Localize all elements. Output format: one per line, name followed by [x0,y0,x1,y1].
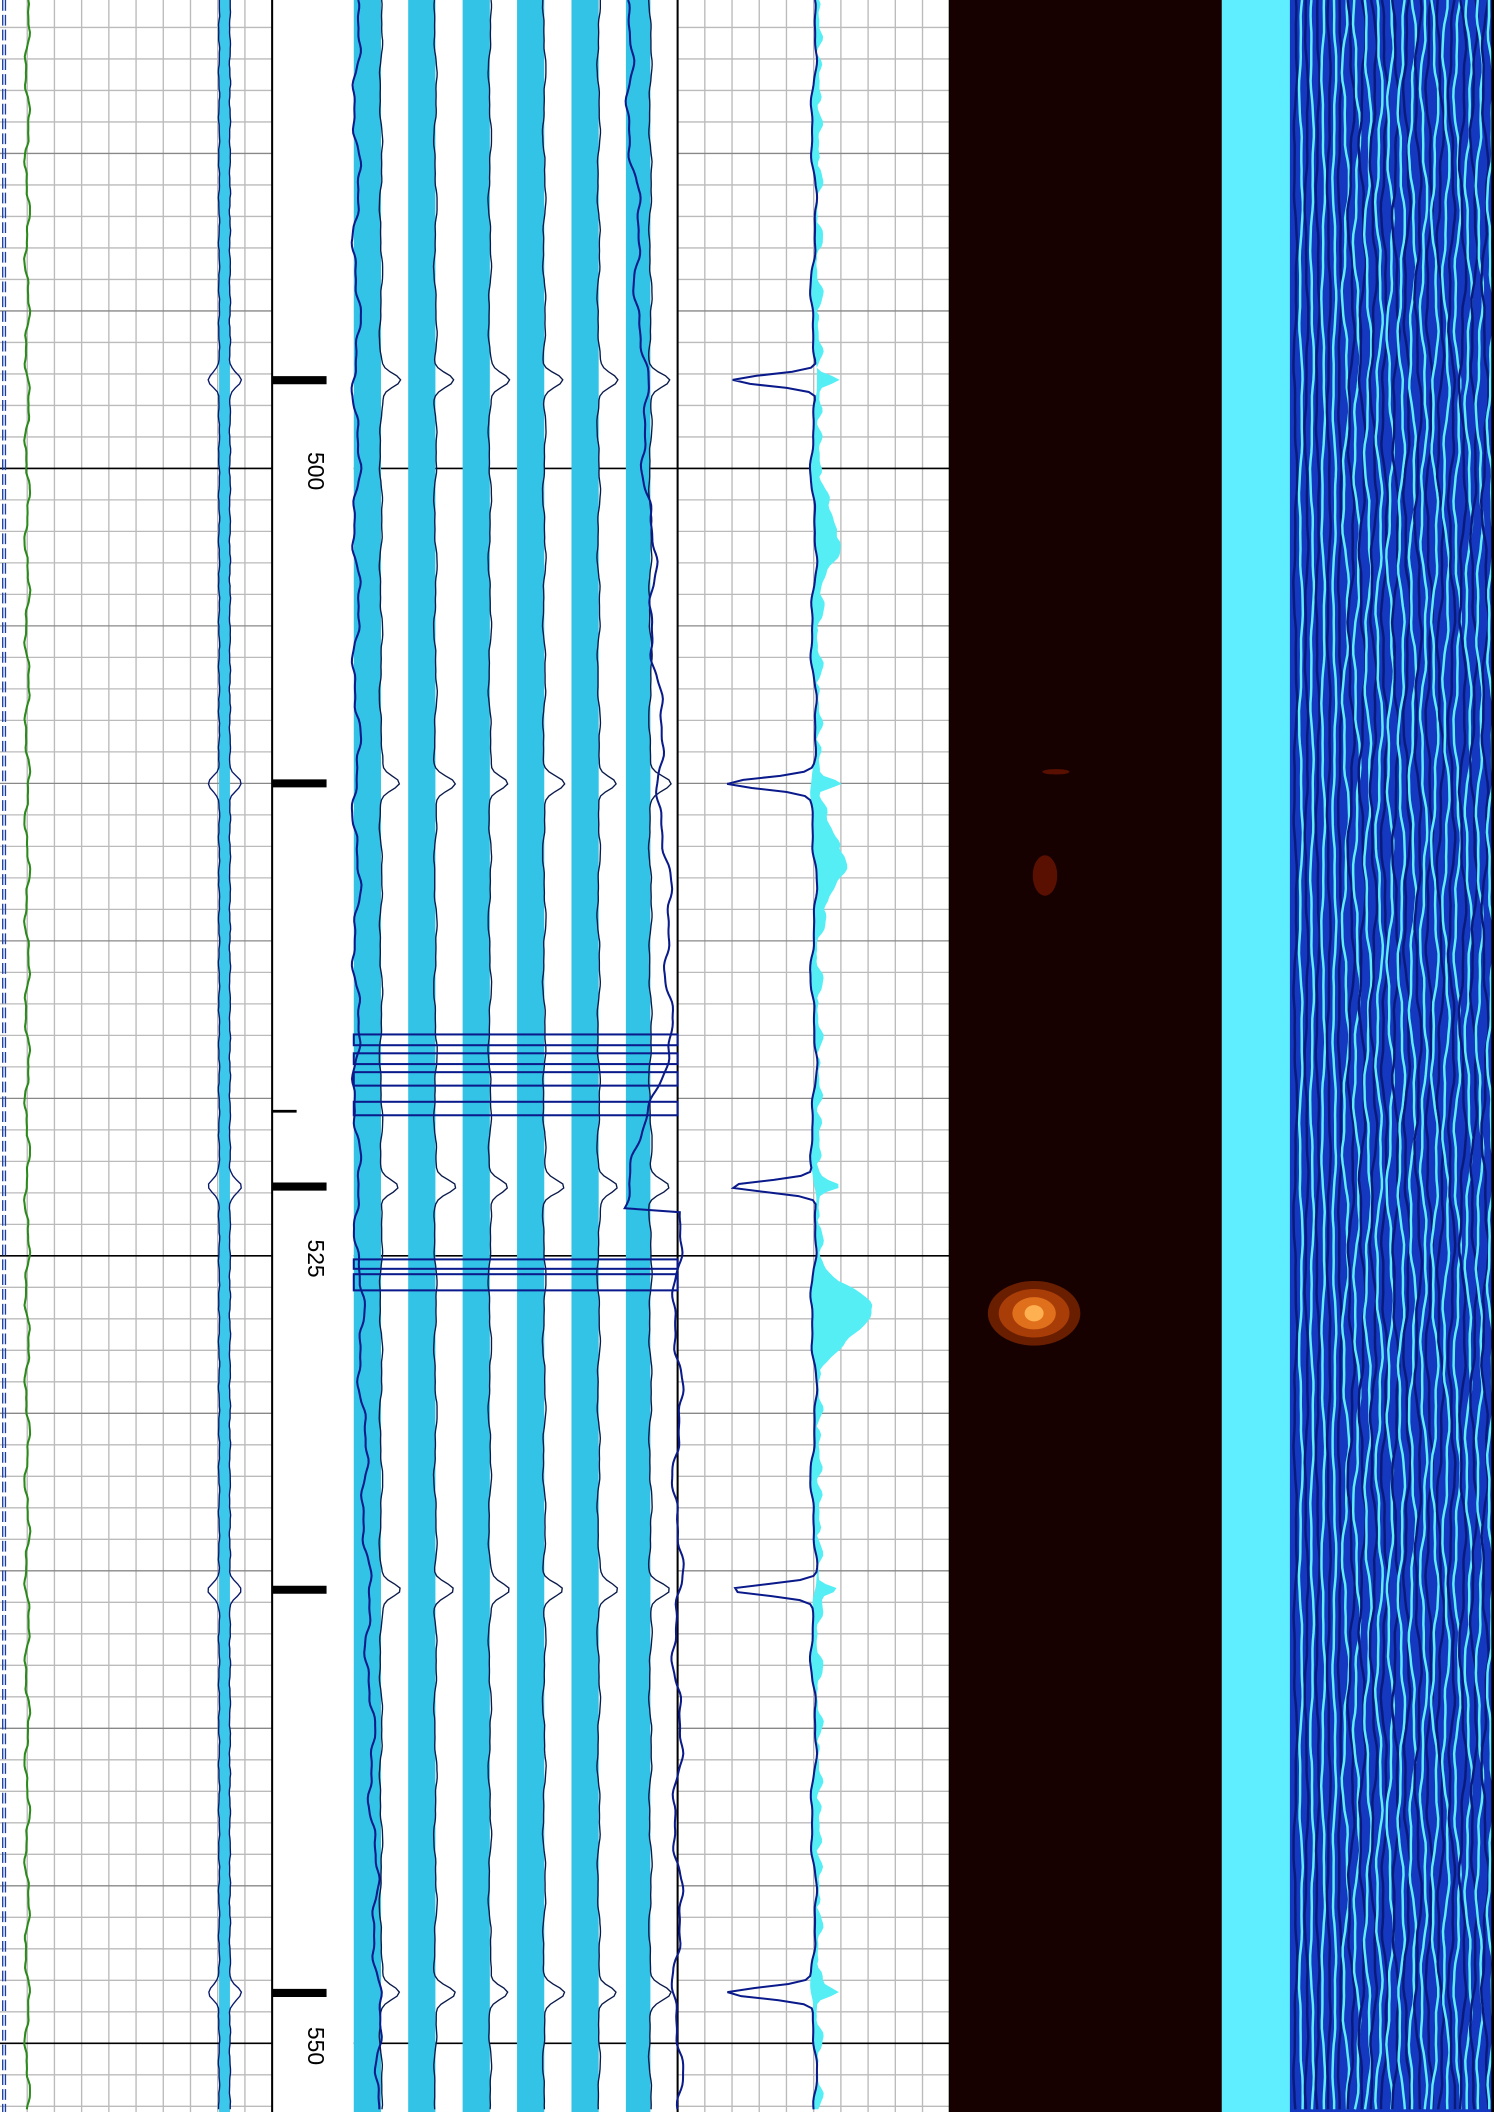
depth-mark [272,376,327,385]
stripe [1424,0,1435,2110]
depth-mark [272,779,327,788]
stripe [1396,0,1407,2110]
zone [352,1052,679,1066]
stripe [1485,0,1494,2110]
curve [432,0,457,2110]
bar [462,0,490,2112]
stripe [1368,0,1379,2110]
stripe [1362,0,1373,2110]
zone [352,1033,679,1047]
depth-mark [272,1585,327,1594]
stripe [1452,0,1463,2110]
curve [207,0,221,2110]
curve [350,0,383,2110]
depth-mark [272,1988,327,1997]
depth-mark [272,1182,327,1191]
stripe [1385,0,1396,2110]
stripe [1440,0,1452,2110]
stripe [1418,0,1429,2110]
curve [596,0,619,2110]
stripe [1479,0,1491,2110]
depth-label: 550 [303,2027,329,2065]
stripe [1463,0,1474,2110]
right-edge [1491,0,1494,2112]
stripe [1319,0,1327,2110]
hotspot [1032,855,1058,896]
stripe [1357,0,1368,2110]
stripe [1373,0,1385,2110]
bar [517,0,545,2112]
stripe [1297,0,1305,2110]
stripe [1413,0,1424,2110]
curve [647,0,672,2110]
stripe [1379,0,1390,2110]
zone [352,1100,679,1117]
stripe [1340,0,1351,2110]
bar [625,0,651,2112]
bar [353,0,381,2112]
stripe [1308,0,1316,2110]
curve [23,0,32,2110]
curve [228,0,243,2110]
stripe [1303,0,1310,2110]
curve [623,0,685,2110]
curve [541,0,566,2110]
fill-area [809,0,873,2110]
depth-label: 500 [303,452,329,490]
zone [352,1273,679,1292]
bar [408,0,436,2112]
stripe [1346,0,1357,2110]
bar [571,0,599,2112]
image-track [949,0,1222,2112]
stripe [1314,0,1321,2110]
stripe [1336,0,1344,2110]
stripe [1429,0,1440,2110]
curve [726,0,819,2110]
hotspot [1024,1305,1044,1322]
stripe [1292,0,1299,2110]
stripe [1435,0,1446,2110]
stripe [1446,0,1457,2110]
zone [352,1071,679,1087]
curve [378,0,402,2110]
curve [487,0,511,2110]
depth-label: 525 [303,1239,329,1277]
bar [219,0,230,2112]
hotspot [1042,769,1070,775]
stripe [1457,0,1468,2110]
stripe [1401,0,1412,2110]
stripe [1325,0,1332,2110]
stripe [1331,0,1338,2110]
zone [352,1258,679,1270]
